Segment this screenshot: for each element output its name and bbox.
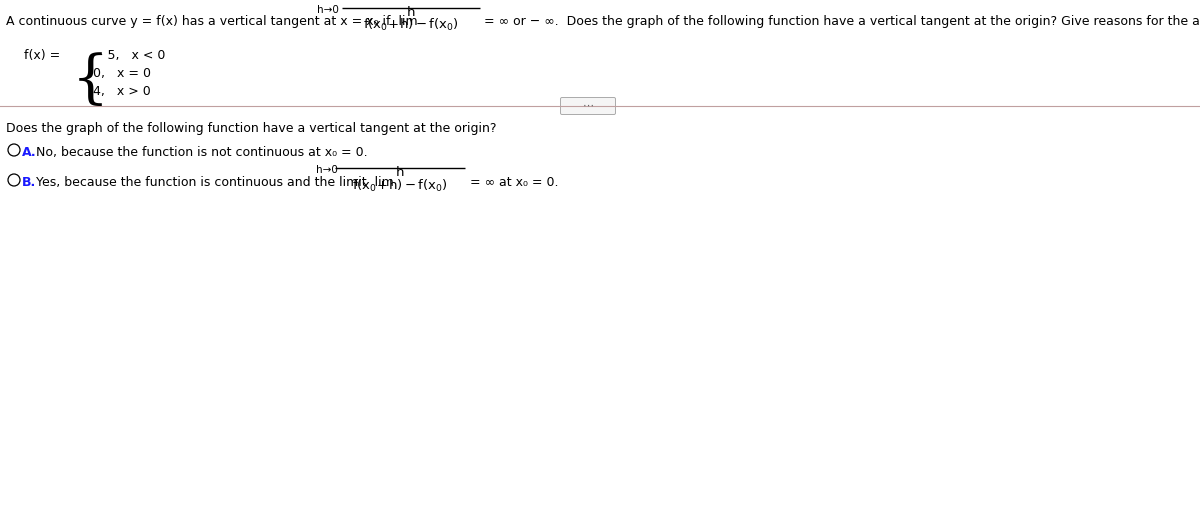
FancyBboxPatch shape: [560, 98, 616, 115]
Text: = ∞ or − ∞.  Does the graph of the following function have a vertical tangent at: = ∞ or − ∞. Does the graph of the follow…: [484, 15, 1200, 28]
Text: h: h: [407, 6, 415, 19]
Text: h→0: h→0: [316, 165, 338, 175]
Text: 4,   x > 0: 4, x > 0: [94, 85, 151, 98]
Text: f(x) =: f(x) =: [24, 49, 60, 62]
Text: {: {: [72, 53, 109, 109]
Text: h→0: h→0: [317, 5, 338, 15]
Text: $\mathsf{f(x_0\!+\!h)-f(x_0)}$: $\mathsf{f(x_0\!+\!h)-f(x_0)}$: [352, 178, 448, 194]
Text: Yes, because the function is continuous and the limit  lim: Yes, because the function is continuous …: [36, 176, 394, 189]
Text: A.: A.: [22, 146, 37, 159]
Text: h: h: [396, 166, 404, 179]
Text: Does the graph of the following function have a vertical tangent at the origin?: Does the graph of the following function…: [6, 122, 497, 135]
Text: − 5,   x < 0: − 5, x < 0: [94, 49, 166, 62]
Text: $\mathsf{f(x_0\!+\!h)-f(x_0)}$: $\mathsf{f(x_0\!+\!h)-f(x_0)}$: [364, 17, 458, 33]
Text: No, because the function is not continuous at x₀ = 0.: No, because the function is not continuo…: [36, 146, 367, 159]
Text: ⋯: ⋯: [582, 101, 594, 111]
Text: 0,   x = 0: 0, x = 0: [94, 67, 151, 80]
Text: A continuous curve y = f(x) has a vertical tangent at x = x₀ if  lim: A continuous curve y = f(x) has a vertic…: [6, 15, 418, 28]
Text: = ∞ at x₀ = 0.: = ∞ at x₀ = 0.: [470, 176, 558, 189]
Text: B.: B.: [22, 176, 36, 189]
